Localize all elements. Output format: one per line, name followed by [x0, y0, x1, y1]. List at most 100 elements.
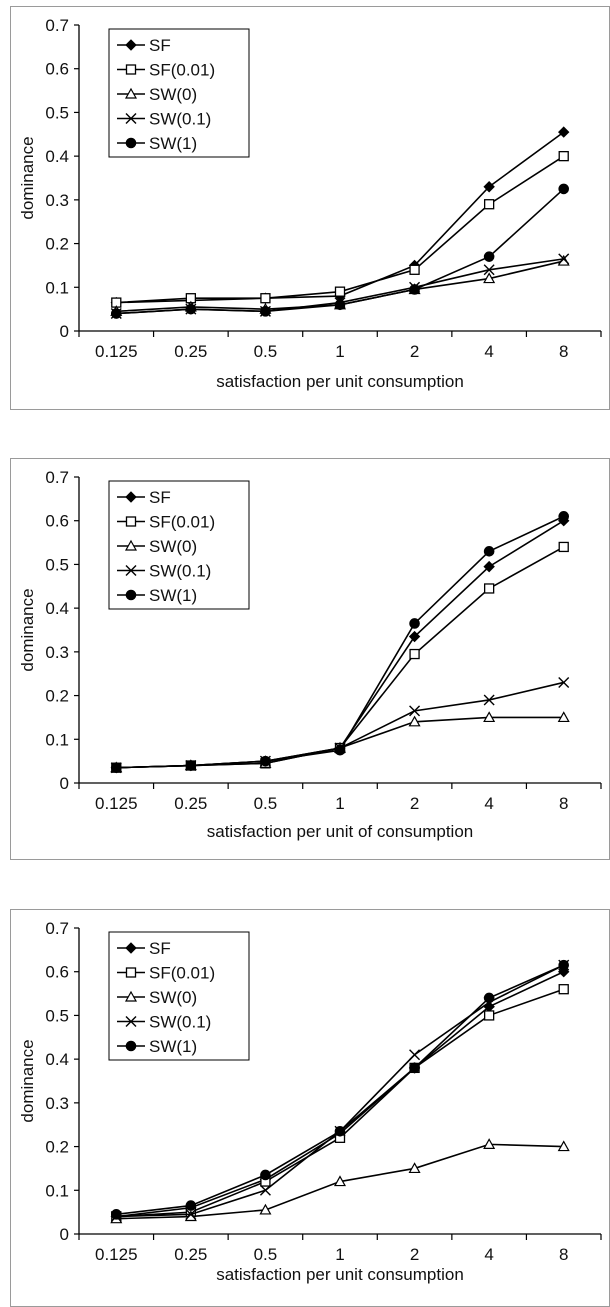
legend-marker	[125, 491, 137, 503]
legend-marker	[125, 589, 137, 601]
data-point	[110, 762, 122, 774]
series-sw-1-	[110, 959, 570, 1220]
x-axis-title: satisfaction per unit of consumption	[207, 822, 473, 841]
x-tick-label: 0.5	[254, 342, 278, 361]
data-point	[558, 676, 570, 688]
legend-item: SF	[117, 488, 171, 507]
chart-panel-2: 0 0.1 0.2 0.3 0.4 0.5 0.6 0.7 0.125 0.25 0.5 1 2 4 8 sa…	[10, 458, 610, 860]
legend-item: SW(0)	[117, 85, 197, 104]
x-tick-label: 8	[559, 794, 568, 813]
legend-marker	[125, 1016, 137, 1027]
legend-label: SW(1)	[149, 134, 197, 153]
legend-marker	[125, 967, 137, 978]
data-point	[483, 181, 495, 193]
legend-marker	[125, 942, 137, 954]
data-point	[483, 1010, 495, 1021]
x-tick-label: 8	[559, 1245, 568, 1264]
series-sw-1-	[110, 183, 570, 319]
y-tick-label: 0.6	[45, 512, 69, 531]
y-tick-label: 0.3	[45, 191, 69, 210]
data-point	[483, 1138, 496, 1149]
data-point	[408, 630, 421, 643]
data-point	[558, 541, 569, 553]
x-tick-label: 2	[410, 342, 419, 361]
x-axis-title: satisfaction per unit consumption	[216, 372, 464, 391]
y-tick-label: 0.1	[45, 1181, 69, 1200]
series-sw-1-	[110, 511, 570, 774]
legend-label: SW(0)	[149, 85, 197, 104]
y-tick-label: 0.1	[45, 730, 69, 749]
x-tick-label: 0.25	[174, 342, 207, 361]
data-point	[260, 306, 271, 317]
legend-marker	[125, 137, 137, 149]
series-line	[116, 155, 565, 304]
legend-marker	[125, 1040, 137, 1052]
series-sw-0-	[110, 711, 570, 773]
x-tick-label: 1	[335, 794, 344, 813]
legend-marker	[125, 516, 137, 527]
data-point	[409, 705, 421, 717]
x-tick-label: 2	[410, 1245, 419, 1264]
y-tick-label: 0.2	[45, 235, 69, 254]
y-tick-label: 0.5	[45, 1006, 69, 1025]
data-point	[483, 560, 495, 573]
legend: SF SF(0.01) SW(0) SW(0.1) SW(1)	[108, 480, 250, 610]
legend-item: SF(0.01)	[117, 964, 215, 983]
x-stroke	[185, 1208, 197, 1220]
legend-item: SW(0.1)	[117, 110, 211, 129]
data-point	[408, 715, 421, 727]
legend: SF SF(0.01) SW(0) SW(0.1) SW(1)	[108, 28, 250, 158]
legend-marker	[124, 539, 138, 551]
data-point	[409, 264, 420, 275]
y-tick-label: 0.4	[45, 1050, 69, 1069]
data-point	[557, 1140, 570, 1152]
y-tick-label: 0	[60, 322, 69, 341]
legend-label: SW(1)	[149, 1037, 197, 1056]
y-tick-label: 0.4	[45, 147, 69, 166]
y-tick-label: 0.2	[45, 687, 69, 706]
x-stroke	[558, 253, 570, 265]
x-stroke	[409, 705, 421, 717]
legend-item: SW(1)	[117, 1037, 197, 1056]
series-sf-0-01-	[111, 150, 569, 308]
series-sw-0-1-	[110, 676, 570, 774]
chart-panel-3: 0 0.1 0.2 0.3 0.4 0.5 0.6 0.7 0.125 0.25 0.5 1 2 4 8 sa…	[10, 909, 610, 1307]
legend-marker	[124, 87, 138, 99]
legend-item: SW(0)	[117, 988, 197, 1007]
x-tick-label: 1	[335, 1245, 344, 1264]
x-tick-label: 0.25	[174, 1245, 207, 1264]
x-stroke	[125, 1016, 137, 1027]
data-point	[557, 254, 570, 266]
legend-label: SW(0)	[149, 988, 197, 1007]
legend-label: SW(0.1)	[149, 1013, 211, 1032]
data-point	[409, 1062, 420, 1074]
x-tick-label: 4	[484, 794, 493, 813]
y-tick-label: 0.2	[45, 1138, 69, 1157]
legend-marker	[124, 990, 138, 1002]
y-axis-title: dominance	[18, 1039, 37, 1122]
legend-label: SF(0.01)	[149, 964, 215, 983]
data-point	[110, 308, 122, 319]
legend-marker	[125, 64, 137, 75]
legend: SF SF(0.01) SW(0) SW(0.1) SW(1)	[108, 931, 250, 1061]
y-tick-label: 0.6	[45, 963, 69, 982]
data-point	[483, 992, 495, 1004]
legend-label: SF	[149, 939, 171, 958]
y-tick-label: 0	[60, 774, 69, 793]
data-point	[110, 1209, 122, 1220]
legend-item: SF	[117, 36, 171, 55]
data-point	[557, 711, 570, 723]
data-point	[483, 251, 495, 262]
y-tick-label: 0.5	[45, 555, 69, 574]
x-tick-label: 4	[484, 1245, 493, 1264]
y-tick-label: 0.6	[45, 60, 69, 79]
x-stroke	[483, 694, 495, 706]
line-chart-2: 0 0.1 0.2 0.3 0.4 0.5 0.6 0.7 0.125 0.25 0.5 1 2 4 8 sa…	[18, 468, 602, 841]
data-point	[334, 1125, 346, 1137]
legend-marker	[125, 565, 137, 576]
data-point	[483, 711, 496, 723]
y-tick-label: 0.3	[45, 1094, 69, 1113]
data-point	[185, 1200, 197, 1211]
y-tick-label: 0.7	[45, 16, 69, 35]
x-stroke	[483, 264, 495, 276]
